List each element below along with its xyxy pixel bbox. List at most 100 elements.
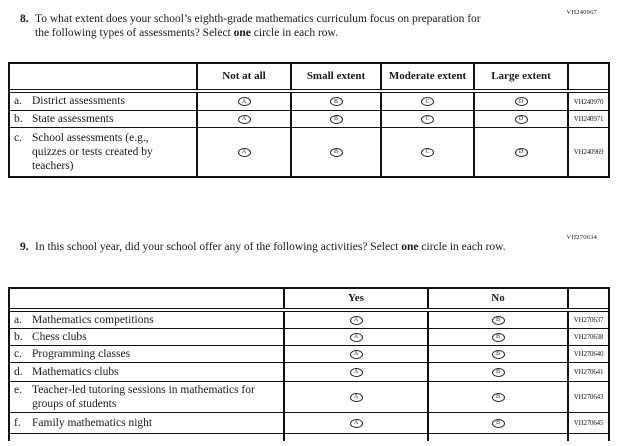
answer-bubble-b[interactable]: B (329, 97, 343, 106)
answer-cell: A (285, 363, 429, 381)
answer-bubble-d[interactable]: D (514, 97, 528, 106)
answer-bubble-d[interactable]: D (514, 147, 528, 157)
answer-bubble-b[interactable]: B (491, 418, 505, 428)
row-label: a. Mathematics competitions (10, 312, 283, 328)
question-9-text-end: circle in each row. (418, 241, 506, 253)
column-header-label: No (491, 292, 505, 305)
answer-cell: B (429, 413, 569, 433)
row-label-cell: f. Family mathematics night (10, 413, 285, 433)
answer-cell: D (475, 93, 569, 110)
question-9-number: 9. (20, 241, 29, 253)
row-id-code: VH270645 (569, 413, 608, 433)
row-label-text: Family mathematics night (32, 416, 153, 429)
answer-bubble-b[interactable]: B (491, 367, 505, 377)
row-id-code-text: VH270637 (573, 316, 604, 324)
question-8-bold-word: one (233, 26, 251, 39)
answer-bubble-b[interactable]: B (491, 332, 505, 342)
row-label-cell: b. State assessments (10, 111, 198, 127)
answer-cell: A (285, 329, 429, 345)
row-id-code: VH240969 (569, 128, 608, 176)
row-id-code: VH270640 (569, 346, 608, 362)
table-row: b. Chess clubs A B VH270638 (10, 329, 608, 346)
row-label-text: Mathematics competitions (32, 314, 154, 326)
row-id-code: VH270638 (569, 329, 608, 345)
row-id-code: VH270637 (569, 312, 608, 328)
row-label-text: Teacher-led tutoring sessions in mathema… (32, 383, 255, 410)
column-header: Moderate extent (382, 64, 475, 89)
answer-bubble-d[interactable]: D (514, 114, 528, 124)
table-row: b. State assessments A B C D VH240971 (10, 111, 608, 128)
answer-bubble-a[interactable]: A (349, 315, 363, 325)
row-letter: a. (14, 314, 22, 326)
answer-cell: B (429, 312, 569, 328)
column-header-label: Moderate extent (388, 70, 467, 83)
answer-cell: B (292, 128, 382, 176)
row-id-code: VH240971 (569, 111, 608, 127)
header-row: Not at all Small extent Moderate extent Lar… (10, 64, 608, 93)
row-letter: c. (14, 131, 22, 144)
row-label-text: Mathematics clubs (32, 365, 119, 378)
table-row: c. School assessments (e.g., quizzes or t… (10, 128, 608, 176)
cut-off-cell (10, 434, 285, 441)
answer-bubble-b[interactable]: B (491, 315, 505, 325)
answer-bubble-a[interactable]: A (349, 367, 363, 377)
row-letter: e. (14, 383, 22, 396)
row-id-code: VH240970 (569, 93, 608, 110)
row-label-cell: b. Chess clubs (10, 329, 285, 345)
answer-cell: A (198, 111, 292, 127)
answer-bubble-b[interactable]: B (491, 349, 505, 359)
answer-cell: D (475, 128, 569, 176)
column-header (10, 289, 285, 308)
row-label: e. Teacher-led tutoring sessions in mathe… (10, 382, 283, 412)
row-label-text: District assessments (32, 95, 125, 108)
row-letter: c. (14, 348, 22, 360)
column-header-label: Yes (348, 292, 364, 305)
answer-bubble-b[interactable]: B (329, 114, 343, 124)
answer-bubble-a[interactable]: A (237, 97, 251, 106)
answer-cell: B (292, 111, 382, 127)
answer-bubble-c[interactable]: C (421, 97, 434, 106)
table-row: f. Family mathematics night A B VH270645 (10, 413, 608, 434)
answer-bubble-a[interactable]: A (349, 349, 363, 359)
column-header: Yes (285, 289, 429, 308)
row-id-code-text: VH270643 (573, 393, 604, 401)
answer-bubble-b[interactable]: B (329, 147, 343, 157)
column-header: Not at all (198, 64, 292, 89)
column-header: Large extent (475, 64, 569, 89)
question-9-text: In this school year, did your school off… (35, 241, 525, 255)
question-8: 8. To what extent does your school’s eig… (20, 13, 492, 41)
row-label: c. Programming classes (10, 346, 283, 362)
row-label: b. Chess clubs (10, 329, 283, 345)
answer-cell: A (285, 346, 429, 362)
column-header-label: Large extent (491, 70, 551, 83)
question-8-text: To what extent does your school’s eighth… (35, 13, 492, 41)
answer-bubble-a[interactable]: A (349, 418, 363, 428)
answer-bubble-a[interactable]: A (237, 114, 251, 124)
answer-bubble-b[interactable]: B (491, 392, 505, 402)
answer-cell: B (429, 329, 569, 345)
answer-cell: A (285, 382, 429, 412)
cut-off-cell (285, 434, 429, 441)
question-8-id-code: VH240967 (566, 9, 597, 16)
question-9-text-start: In this school year, did your school off… (35, 241, 402, 253)
row-label-cell: a. Mathematics competitions (10, 312, 285, 328)
column-header-label: Small extent (306, 70, 366, 83)
answer-bubble-c[interactable]: C (421, 114, 434, 124)
row-letter: b. (14, 331, 23, 343)
row-letter: b. (14, 113, 23, 125)
row-label-text: Programming classes (32, 348, 131, 360)
answer-bubble-c[interactable]: C (421, 147, 434, 157)
row-label-cell: c. Programming classes (10, 346, 285, 362)
cut-off-row (10, 434, 608, 441)
row-letter: d. (14, 365, 23, 378)
row-label-cell: a. District assessments (10, 93, 198, 110)
question-9-table: Yes No a. Mathematics competitions A B VH27063… (8, 287, 610, 441)
answer-bubble-a[interactable]: A (349, 392, 363, 402)
question-8-text-start: To what extent does your school’s eighth… (35, 13, 481, 39)
table-row: c. Programming classes A B VH270640 (10, 346, 608, 363)
answer-bubble-a[interactable]: A (237, 147, 251, 157)
row-label-text: School assessments (e.g., quizzes or tes… (32, 131, 153, 172)
answer-bubble-a[interactable]: A (349, 332, 363, 342)
row-letter: a. (14, 95, 22, 108)
row-label: b. State assessments (10, 111, 196, 127)
